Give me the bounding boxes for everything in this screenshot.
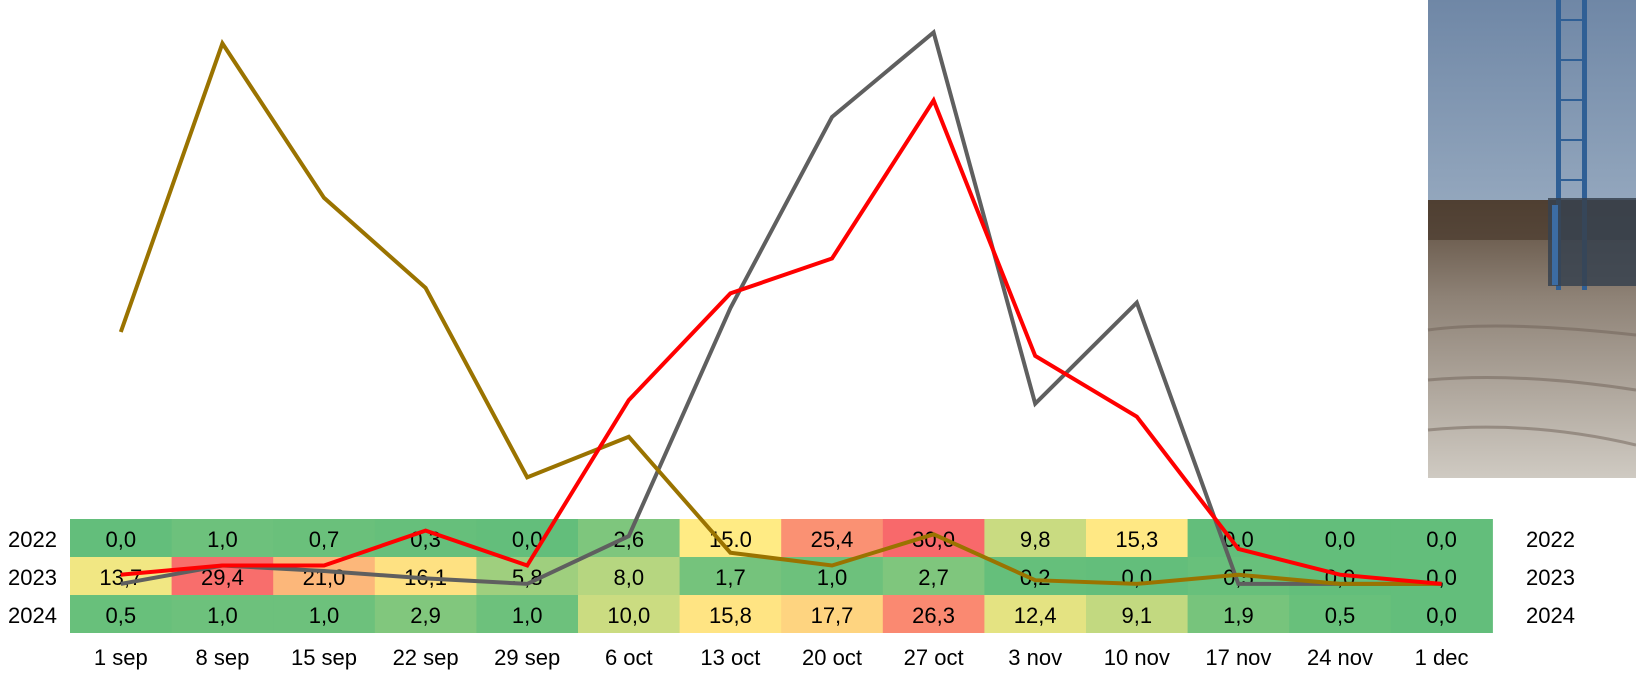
series-line-2024 bbox=[120, 96, 1442, 586]
x-axis: 1 sep 8 sep 15 sep 22 sep 29 sep 6 oct 13 oct 2… bbox=[94, 645, 1469, 670]
heat-cell bbox=[781, 519, 884, 557]
cell-value-label: 0,0 bbox=[1426, 603, 1457, 628]
cell-value-label: 15,3 bbox=[1115, 527, 1158, 552]
heat-cell bbox=[882, 557, 985, 595]
cell-value-label: 2,7 bbox=[918, 565, 949, 590]
heat-cell bbox=[70, 519, 173, 557]
heat-cell bbox=[1390, 557, 1493, 595]
cell-value-label: 17,7 bbox=[811, 603, 854, 628]
heat-cell bbox=[1289, 595, 1392, 633]
x-tick-label: 15 sep bbox=[291, 645, 357, 670]
heat-cell bbox=[476, 519, 579, 557]
heat-cell bbox=[578, 557, 681, 595]
cell-value-label: 0,5 bbox=[106, 603, 137, 628]
heat-cell bbox=[171, 557, 274, 595]
heat-cell bbox=[984, 595, 1087, 633]
cell-value-label: 0,5 bbox=[1325, 603, 1356, 628]
heat-cell bbox=[1390, 595, 1493, 633]
heat-cell bbox=[679, 557, 782, 595]
cell-value-label: 1,0 bbox=[309, 603, 340, 628]
cell-value-label: 25,4 bbox=[811, 527, 854, 552]
x-tick-label: 22 sep bbox=[393, 645, 459, 670]
heat-cell bbox=[171, 595, 274, 633]
cell-value-label: 1,0 bbox=[512, 603, 543, 628]
cell-value-label: 1,0 bbox=[817, 565, 848, 590]
heat-cell bbox=[374, 595, 477, 633]
cell-value-label: 0,0 bbox=[1426, 565, 1457, 590]
x-tick-label: 20 oct bbox=[802, 645, 862, 670]
cell-value-label: 0,0 bbox=[106, 527, 137, 552]
cell-value-label: 26,3 bbox=[912, 603, 955, 628]
cell-value-label: 15.0 bbox=[709, 527, 752, 552]
cell-value-label: 12,4 bbox=[1014, 603, 1057, 628]
cell-value-label: 0,7 bbox=[309, 527, 340, 552]
cell-value-label: 9,1 bbox=[1122, 603, 1153, 628]
cell-value-label: 15,8 bbox=[709, 603, 752, 628]
heat-cell bbox=[273, 519, 376, 557]
tower-photo bbox=[1427, 0, 1636, 478]
x-tick-label: 6 oct bbox=[605, 645, 653, 670]
heat-cell bbox=[679, 595, 782, 633]
x-tick-label: 8 sep bbox=[195, 645, 249, 670]
x-tick-label: 13 oct bbox=[700, 645, 760, 670]
cell-value-label: 9,8 bbox=[1020, 527, 1051, 552]
heat-cell bbox=[1187, 595, 1290, 633]
x-tick-label: 29 sep bbox=[494, 645, 560, 670]
heat-cell bbox=[781, 595, 884, 633]
series-line-2023 bbox=[118, 38, 1442, 586]
x-tick-label: 3 nov bbox=[1008, 645, 1062, 670]
row-label-right-2023: 2023 bbox=[1526, 565, 1575, 590]
x-tick-label: 1 sep bbox=[94, 645, 148, 670]
cell-value-label: 1,7 bbox=[715, 565, 746, 590]
row-label-right-2024: 2024 bbox=[1526, 603, 1575, 628]
x-tick-label: 17 nov bbox=[1205, 645, 1271, 670]
cell-value-label: 13,7 bbox=[99, 565, 142, 590]
heat-cell bbox=[1086, 595, 1189, 633]
cell-value-label: 1,0 bbox=[207, 527, 238, 552]
heat-cell bbox=[984, 519, 1087, 557]
row-label-right-2022: 2022 bbox=[1526, 527, 1575, 552]
heat-cell bbox=[374, 519, 477, 557]
x-tick-label: 10 nov bbox=[1104, 645, 1170, 670]
line-plot bbox=[118, 28, 1442, 586]
row-label-left-2024: 2024 bbox=[8, 603, 57, 628]
heat-cell bbox=[1086, 557, 1189, 595]
heat-cell bbox=[1086, 519, 1189, 557]
cell-value-label: 2,9 bbox=[410, 603, 441, 628]
heat-cell bbox=[578, 595, 681, 633]
cell-value-label: 1,0 bbox=[207, 603, 238, 628]
x-tick-label: 27 oct bbox=[904, 645, 964, 670]
cell-value-label: 1,9 bbox=[1223, 603, 1254, 628]
heat-cell bbox=[1390, 519, 1493, 557]
x-tick-label: 1 dec bbox=[1415, 645, 1469, 670]
cell-value-label: 10,0 bbox=[607, 603, 650, 628]
heat-cell bbox=[273, 595, 376, 633]
heat-cell bbox=[1289, 519, 1392, 557]
series-line-2022 bbox=[120, 28, 1442, 586]
heat-cell bbox=[882, 595, 985, 633]
heat-cell bbox=[476, 595, 579, 633]
cell-value-label: 0,0 bbox=[1325, 527, 1356, 552]
cell-value-label: 8,0 bbox=[614, 565, 645, 590]
row-label-left-2022: 2022 bbox=[8, 527, 57, 552]
cell-value-label: 0,0 bbox=[1426, 527, 1457, 552]
x-tick-label: 24 nov bbox=[1307, 645, 1373, 670]
heat-cell bbox=[171, 519, 274, 557]
heat-cell bbox=[70, 595, 173, 633]
cell-value-label: 0,0 bbox=[1122, 565, 1153, 590]
row-label-left-2023: 2023 bbox=[8, 565, 57, 590]
